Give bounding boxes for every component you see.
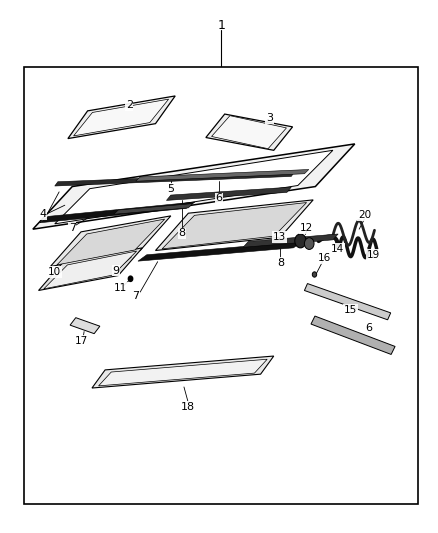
Text: 11: 11 (114, 283, 127, 293)
Circle shape (312, 272, 317, 277)
Text: 12: 12 (300, 223, 313, 233)
Text: 16: 16 (318, 253, 331, 263)
Text: 7: 7 (69, 223, 76, 233)
Polygon shape (74, 99, 169, 136)
Text: 4: 4 (39, 209, 46, 219)
Polygon shape (114, 204, 193, 214)
Polygon shape (44, 251, 137, 289)
Polygon shape (206, 114, 293, 150)
Polygon shape (311, 316, 395, 354)
Text: 7: 7 (132, 291, 139, 301)
Text: 10: 10 (48, 267, 61, 277)
Text: 17: 17 (74, 336, 88, 346)
Polygon shape (39, 248, 142, 290)
Polygon shape (24, 67, 418, 504)
Text: 15: 15 (344, 305, 357, 315)
Polygon shape (39, 202, 195, 223)
Text: 8: 8 (277, 258, 284, 268)
Polygon shape (92, 356, 274, 388)
Text: 19: 19 (367, 250, 380, 260)
Circle shape (295, 234, 306, 248)
Text: 20: 20 (358, 211, 371, 220)
Text: 14: 14 (331, 244, 344, 254)
Polygon shape (33, 144, 355, 229)
Text: 13: 13 (273, 232, 286, 242)
Polygon shape (57, 219, 165, 265)
Polygon shape (50, 216, 171, 266)
Text: 18: 18 (181, 402, 195, 411)
Polygon shape (155, 200, 313, 251)
Text: 5: 5 (167, 184, 174, 193)
Text: 9: 9 (113, 266, 120, 276)
Text: 6: 6 (215, 193, 223, 203)
Polygon shape (136, 169, 309, 181)
Polygon shape (162, 203, 307, 249)
Polygon shape (304, 284, 391, 320)
Polygon shape (99, 359, 267, 386)
Polygon shape (138, 241, 302, 261)
Polygon shape (68, 96, 175, 139)
Text: 3: 3 (266, 114, 273, 123)
Polygon shape (55, 172, 294, 186)
Text: 8: 8 (178, 229, 185, 238)
Polygon shape (70, 318, 100, 334)
Text: 6: 6 (366, 323, 373, 333)
Text: 2: 2 (126, 100, 133, 110)
Polygon shape (166, 187, 291, 200)
Circle shape (128, 276, 133, 281)
Polygon shape (212, 116, 286, 149)
Polygon shape (243, 234, 338, 247)
Polygon shape (55, 150, 333, 224)
Circle shape (304, 238, 314, 249)
Text: 1: 1 (217, 19, 225, 32)
